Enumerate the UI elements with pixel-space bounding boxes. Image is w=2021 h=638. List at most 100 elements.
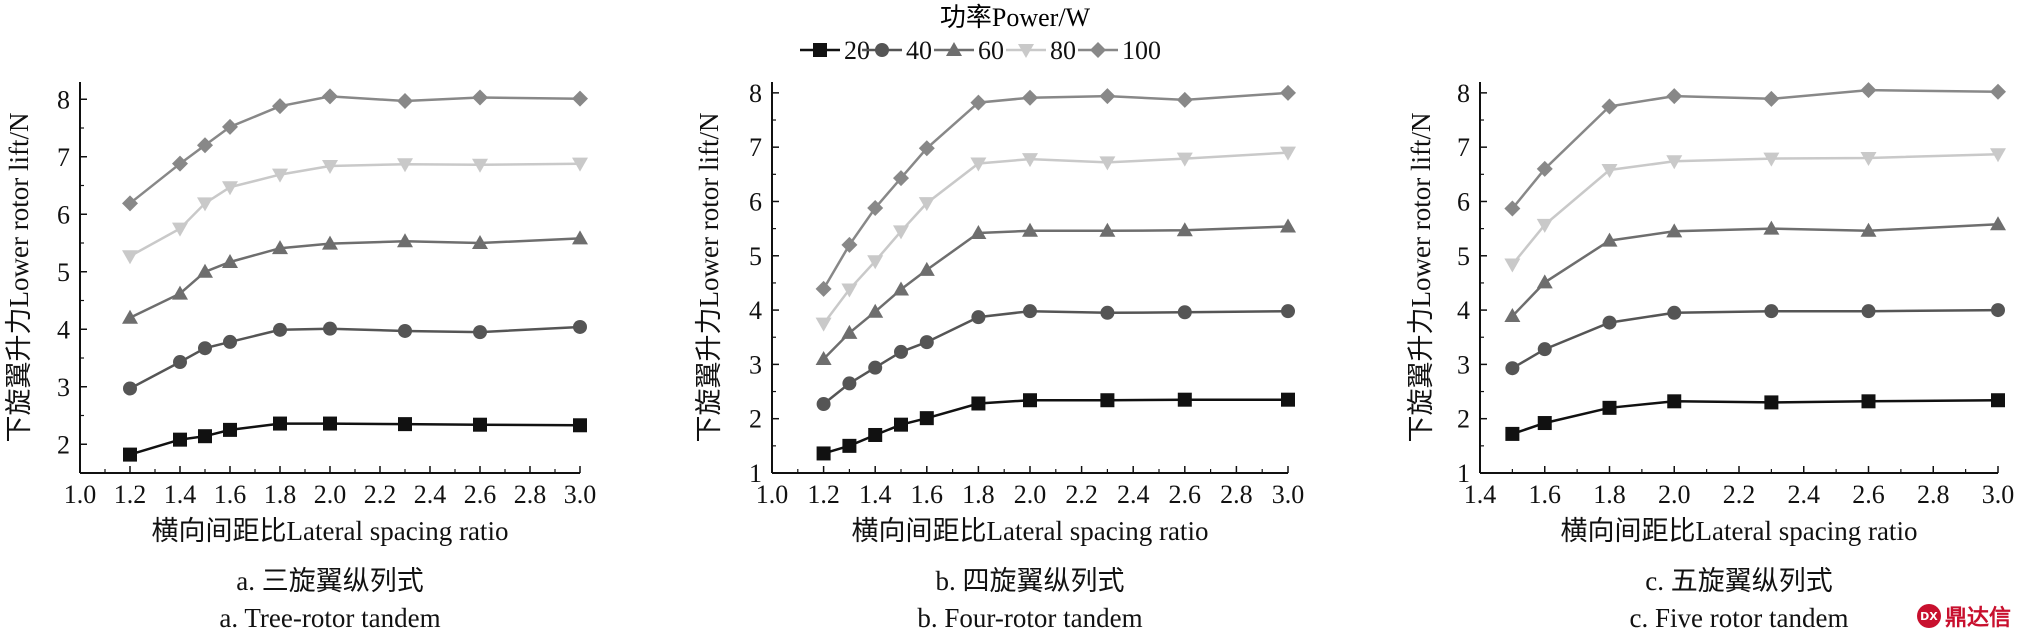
data-point bbox=[123, 381, 137, 396]
series-80 bbox=[122, 157, 588, 265]
data-point bbox=[1099, 88, 1116, 105]
data-point bbox=[322, 88, 338, 105]
y-tick-label: 1 bbox=[1457, 459, 1470, 488]
data-point bbox=[1601, 232, 1618, 247]
data-point bbox=[273, 416, 287, 431]
data-point bbox=[1504, 258, 1521, 273]
data-point bbox=[1991, 393, 2005, 408]
data-point bbox=[322, 235, 338, 250]
data-point bbox=[172, 155, 188, 172]
data-point bbox=[841, 324, 858, 339]
data-point bbox=[1023, 393, 1037, 408]
y-tick-label: 3 bbox=[749, 350, 762, 379]
data-point bbox=[197, 137, 213, 154]
legend-title: 功率Power/W bbox=[940, 3, 1091, 32]
data-point bbox=[867, 199, 884, 216]
data-point bbox=[222, 118, 238, 135]
data-point bbox=[173, 432, 187, 447]
data-point bbox=[816, 446, 831, 461]
series-line bbox=[1511, 152, 1999, 266]
caption-en: b. Four-rotor tandem bbox=[917, 603, 1142, 633]
y-tick-label: 7 bbox=[1457, 133, 1470, 162]
legend-label: 100 bbox=[1122, 36, 1161, 65]
caption-cn: c. 五旋翼纵列式 bbox=[1645, 566, 1832, 596]
series-line bbox=[129, 422, 581, 456]
data-point bbox=[1280, 84, 1296, 101]
y-tick-label: 5 bbox=[57, 258, 70, 287]
y-tick-label: 6 bbox=[57, 200, 70, 229]
series-60 bbox=[1504, 216, 2006, 323]
legend-label: 40 bbox=[906, 36, 932, 65]
data-point bbox=[1666, 223, 1683, 238]
data-point bbox=[573, 418, 587, 433]
x-tick-label: 1.0 bbox=[756, 480, 789, 509]
data-point bbox=[572, 230, 588, 245]
legend-entry-20: 20 bbox=[800, 36, 870, 65]
caption-en: c. Five rotor tandem bbox=[1630, 603, 1849, 633]
series-line bbox=[822, 91, 1289, 290]
data-point bbox=[918, 140, 935, 157]
y-tick-label: 6 bbox=[1457, 187, 1470, 216]
x-tick-label: 2.2 bbox=[1723, 480, 1756, 509]
data-point bbox=[1860, 82, 1877, 99]
data-point bbox=[122, 309, 138, 324]
legend-entries: 20 40 60 80 100 bbox=[800, 36, 1161, 65]
series-40 bbox=[1505, 303, 2005, 376]
data-point bbox=[1099, 156, 1116, 171]
x-tick-label: 1.4 bbox=[1464, 480, 1497, 509]
data-point bbox=[970, 157, 987, 172]
data-point bbox=[397, 158, 413, 173]
x-tick-label: 2.4 bbox=[414, 480, 447, 509]
x-tick-label: 2.6 bbox=[464, 480, 497, 509]
data-point bbox=[572, 157, 588, 172]
data-point bbox=[815, 317, 832, 332]
series-100 bbox=[815, 84, 1296, 297]
data-point bbox=[1763, 90, 1780, 107]
x-tick-label: 2.2 bbox=[364, 480, 397, 509]
data-point bbox=[473, 417, 487, 432]
legend-entry-80: 80 bbox=[1006, 36, 1076, 65]
x-tick-label: 2.4 bbox=[1788, 480, 1821, 509]
x-tick-label: 2.8 bbox=[1220, 480, 1253, 509]
data-point bbox=[1537, 342, 1552, 357]
data-point bbox=[1536, 274, 1553, 289]
watermark-text: 鼎达信 bbox=[1944, 606, 2011, 631]
data-point bbox=[1100, 305, 1115, 320]
legend-entry-40: 40 bbox=[862, 36, 932, 65]
y-tick-label: 5 bbox=[749, 242, 762, 271]
data-point bbox=[867, 255, 884, 270]
data-point bbox=[1667, 305, 1682, 320]
y-axis-label: 下旋翼升力Lower rotor lift/N bbox=[1406, 113, 1436, 443]
x-tick-label: 2.2 bbox=[1065, 480, 1098, 509]
y-tick-label: 6 bbox=[749, 187, 762, 216]
data-point bbox=[397, 233, 413, 248]
data-point bbox=[1666, 88, 1683, 105]
x-tick-label: 1.8 bbox=[264, 480, 297, 509]
data-point bbox=[1990, 216, 2006, 231]
series-line bbox=[822, 151, 1289, 325]
data-point bbox=[1602, 400, 1617, 415]
data-point bbox=[1505, 426, 1520, 441]
data-point bbox=[1602, 315, 1617, 330]
data-point bbox=[573, 319, 587, 334]
data-point bbox=[322, 159, 338, 174]
x-tick-label: 2.0 bbox=[1658, 480, 1691, 509]
data-point bbox=[1764, 395, 1779, 410]
legend-entry-60: 60 bbox=[934, 36, 1004, 65]
data-point bbox=[473, 325, 487, 340]
x-tick-label: 1.0 bbox=[64, 480, 97, 509]
data-point bbox=[816, 397, 831, 412]
y-tick-label: 4 bbox=[57, 315, 70, 344]
data-point bbox=[1504, 200, 1521, 217]
series-20 bbox=[816, 392, 1295, 461]
y-tick-label: 8 bbox=[1457, 79, 1470, 108]
panels: 1.0 1.2 1.4 1.6 1.8 2.0 2.2 2.4 2.6 2.8 3.0 2 3 4 5 6 7 8… bbox=[4, 79, 2014, 633]
data-point bbox=[1990, 148, 2006, 163]
x-axis-label: 横向间距比Lateral spacing ratio bbox=[152, 516, 509, 546]
legend-marker-circle bbox=[875, 43, 889, 57]
data-point bbox=[893, 281, 909, 296]
data-point bbox=[472, 235, 488, 249]
series-60 bbox=[122, 230, 588, 324]
y-tick-label: 8 bbox=[749, 79, 762, 108]
